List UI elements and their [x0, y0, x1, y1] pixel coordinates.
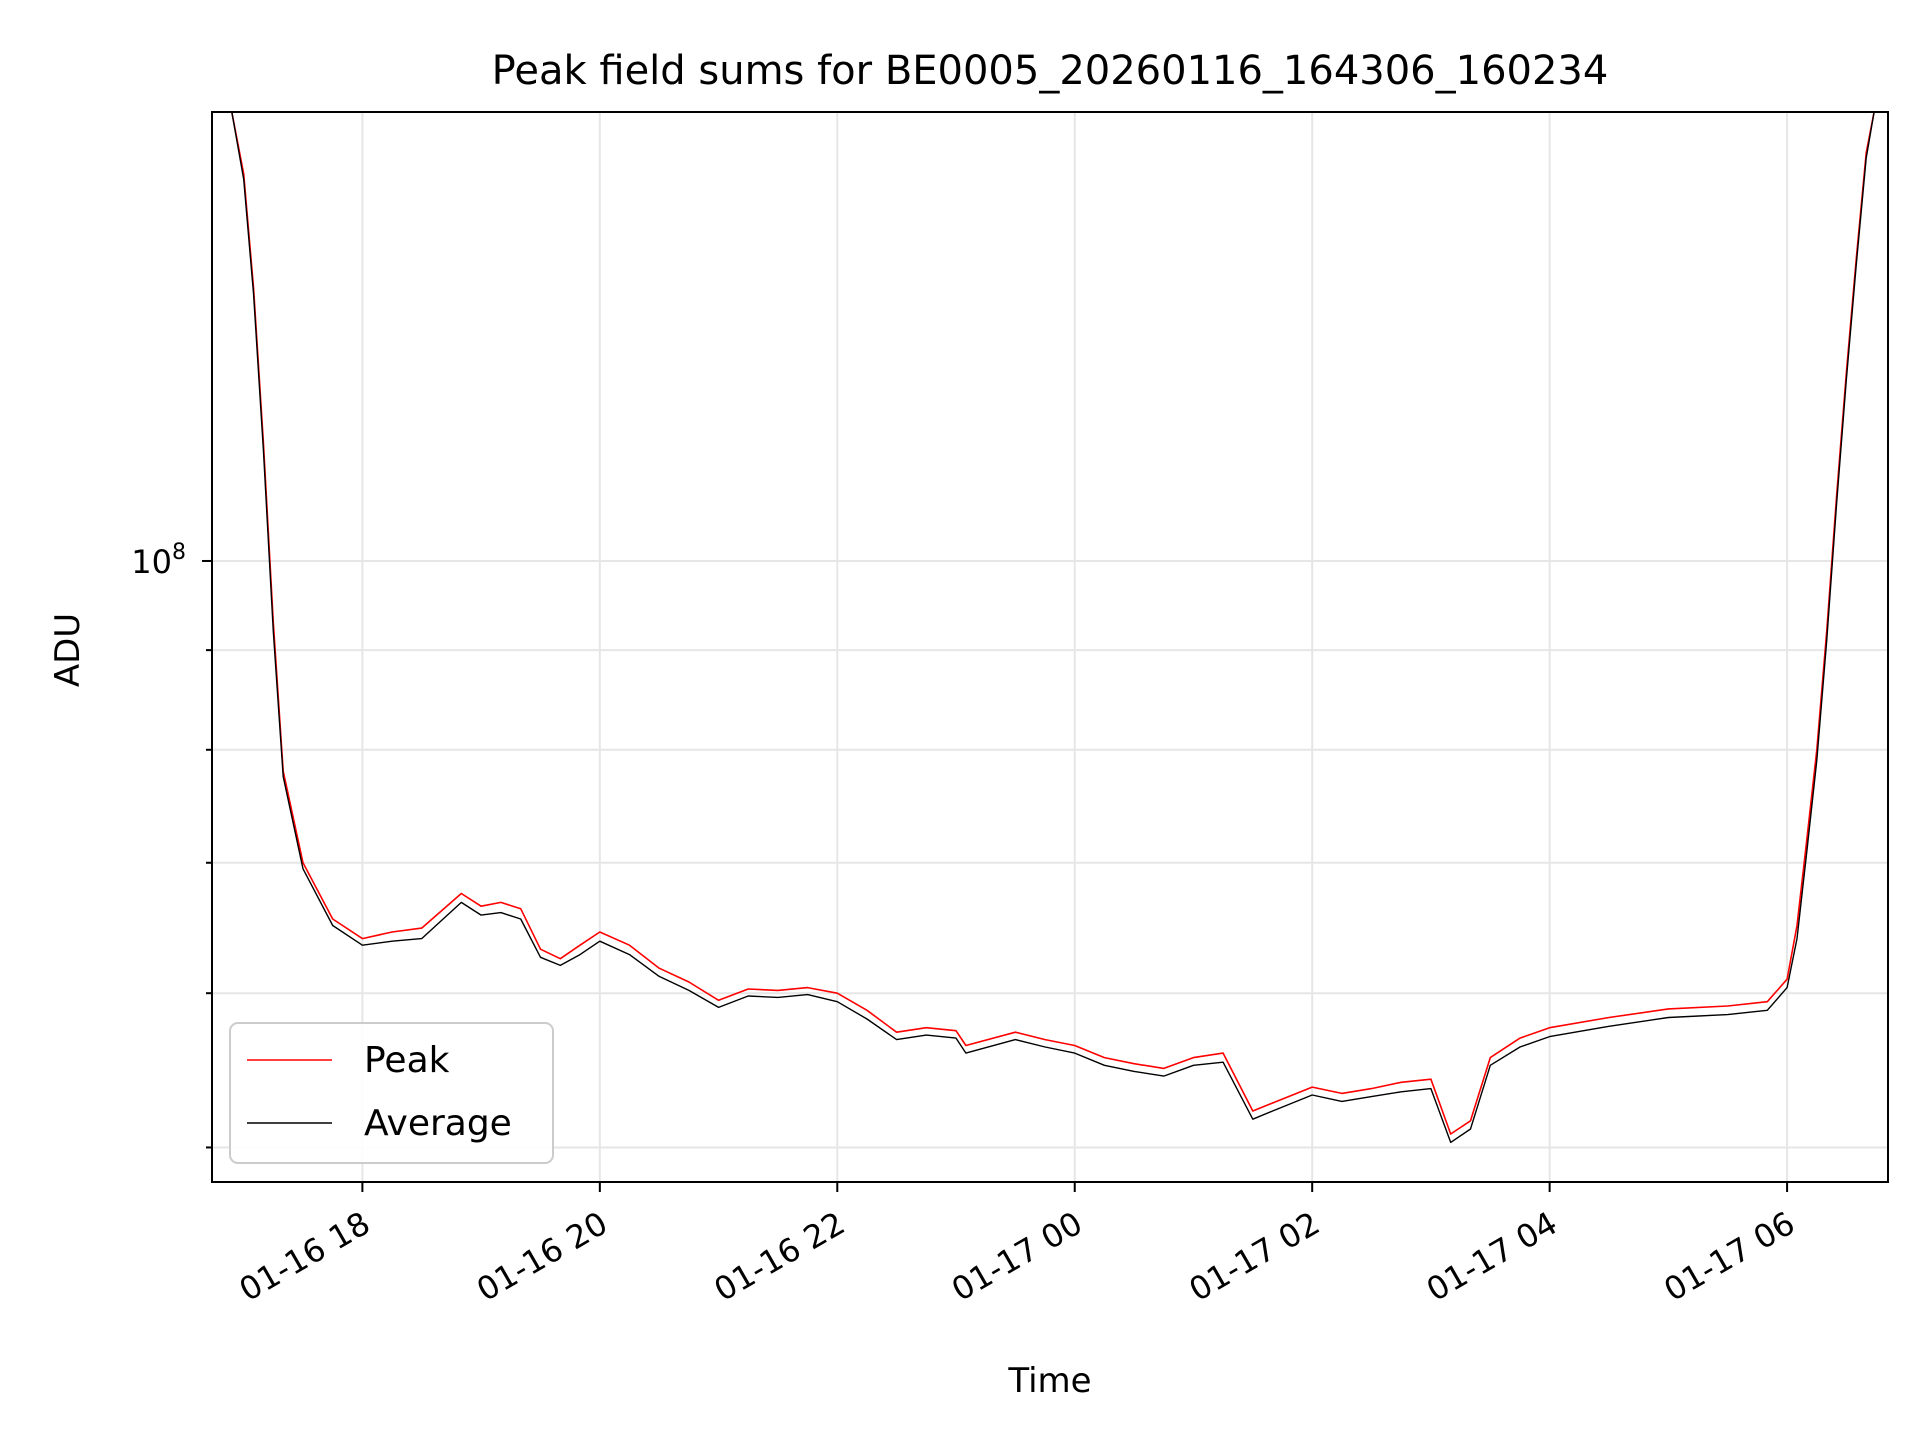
series-line-peak	[231, 112, 1875, 1135]
legend: Peak Average	[229, 1022, 554, 1164]
y-axis-label: ADU	[48, 613, 88, 687]
grid-lines	[212, 112, 1888, 1182]
series-layer	[231, 112, 1875, 1144]
legend-peak-label: Peak	[364, 1040, 450, 1081]
chart-title: Peak field sums for BE0005_20260116_1643…	[492, 48, 1609, 94]
legend-box	[229, 1022, 554, 1164]
series-line-average	[231, 112, 1875, 1144]
legend-average-label: Average	[364, 1103, 512, 1144]
x-axis-label: Time	[1007, 1361, 1091, 1401]
plot-frame	[211, 111, 1889, 1183]
y-tick-label: 108	[131, 540, 186, 581]
